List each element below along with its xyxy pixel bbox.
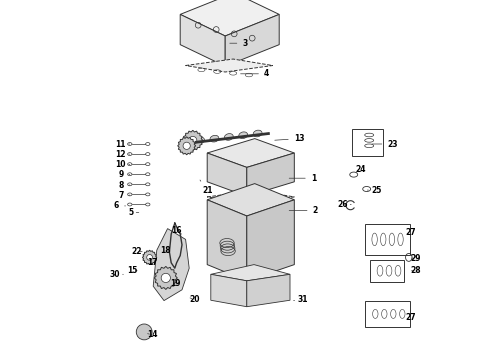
Text: 27: 27 <box>405 228 416 237</box>
Text: 26: 26 <box>337 200 351 209</box>
Text: 8: 8 <box>118 181 130 189</box>
FancyBboxPatch shape <box>365 224 410 255</box>
Polygon shape <box>247 153 294 196</box>
Polygon shape <box>207 139 294 167</box>
Circle shape <box>183 142 190 149</box>
Text: 19: 19 <box>170 279 181 288</box>
FancyBboxPatch shape <box>365 301 410 327</box>
FancyBboxPatch shape <box>370 260 404 282</box>
Polygon shape <box>153 229 189 301</box>
Text: 2: 2 <box>289 206 318 215</box>
Polygon shape <box>207 190 294 203</box>
Polygon shape <box>178 137 196 155</box>
Text: 10: 10 <box>116 160 130 169</box>
Polygon shape <box>207 200 247 281</box>
Polygon shape <box>183 130 203 150</box>
Text: 25: 25 <box>368 186 382 195</box>
Polygon shape <box>207 184 294 216</box>
Polygon shape <box>211 274 247 307</box>
Ellipse shape <box>253 130 262 137</box>
Text: 4: 4 <box>241 69 269 78</box>
Text: 29: 29 <box>411 253 421 263</box>
Text: 1: 1 <box>289 174 316 183</box>
Text: 27: 27 <box>405 313 416 322</box>
Text: 6: 6 <box>114 202 125 210</box>
Text: 24: 24 <box>355 165 366 174</box>
Circle shape <box>189 136 197 144</box>
Polygon shape <box>247 274 290 307</box>
Polygon shape <box>154 266 177 289</box>
Text: 7: 7 <box>118 191 130 199</box>
Ellipse shape <box>210 135 219 142</box>
Text: 13: 13 <box>275 134 304 143</box>
Ellipse shape <box>239 132 247 139</box>
Text: 16: 16 <box>172 226 182 235</box>
Text: 23: 23 <box>372 140 398 149</box>
Polygon shape <box>225 14 279 66</box>
Text: 3: 3 <box>230 39 247 48</box>
Ellipse shape <box>224 134 233 140</box>
Circle shape <box>161 273 171 283</box>
Text: 11: 11 <box>116 140 130 149</box>
Text: 31: 31 <box>294 295 308 304</box>
Circle shape <box>136 324 152 340</box>
Text: 17: 17 <box>147 258 158 267</box>
Polygon shape <box>186 59 273 72</box>
Text: 20: 20 <box>189 295 200 304</box>
Text: 30: 30 <box>109 270 123 279</box>
FancyBboxPatch shape <box>352 129 383 156</box>
Text: 18: 18 <box>160 246 171 255</box>
Polygon shape <box>211 265 290 281</box>
Polygon shape <box>143 250 157 265</box>
Text: 5: 5 <box>128 208 139 217</box>
Polygon shape <box>207 153 247 196</box>
Text: 12: 12 <box>116 150 130 159</box>
Circle shape <box>147 255 152 260</box>
Polygon shape <box>180 0 279 36</box>
Text: 22: 22 <box>132 247 142 256</box>
Text: 14: 14 <box>147 330 157 339</box>
Polygon shape <box>180 14 225 66</box>
Ellipse shape <box>196 137 204 144</box>
Text: 15: 15 <box>127 266 138 275</box>
Text: 21: 21 <box>200 180 213 195</box>
Text: 28: 28 <box>411 266 421 275</box>
Polygon shape <box>247 200 294 281</box>
Text: 9: 9 <box>118 170 130 179</box>
